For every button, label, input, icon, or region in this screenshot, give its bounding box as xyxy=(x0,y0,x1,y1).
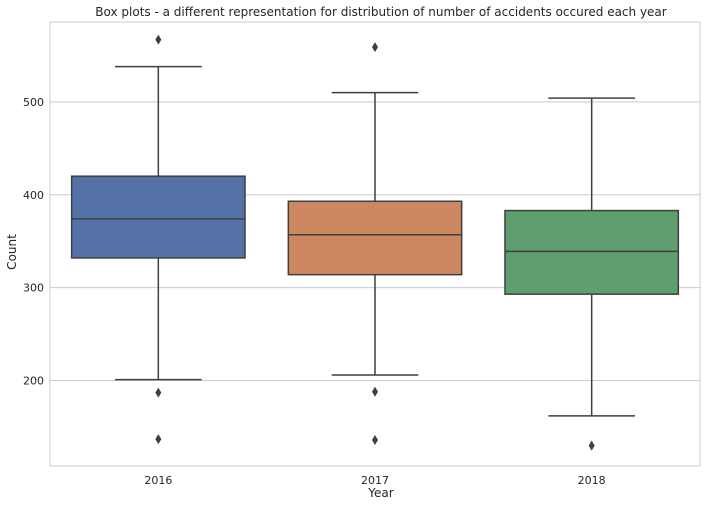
y-tick-label: 500 xyxy=(23,96,44,109)
box-2016 xyxy=(70,34,246,445)
plot-frame xyxy=(49,21,701,467)
x-tick-label: 2018 xyxy=(578,474,606,487)
x-tick-label: 2017 xyxy=(361,474,389,487)
y-tick-label: 400 xyxy=(23,189,44,202)
outlier-point xyxy=(372,386,378,397)
outlier-point xyxy=(155,34,162,45)
y-tick-label: 300 xyxy=(23,282,44,295)
y-tick-labels: 200 300 400 500 xyxy=(23,96,44,388)
box-2018 xyxy=(504,97,680,451)
outlier-point xyxy=(372,434,378,445)
boxes xyxy=(70,34,680,451)
box-2017 xyxy=(287,42,463,445)
iqr-box xyxy=(287,200,463,276)
chart-title: Box plots - a different representation f… xyxy=(95,5,667,19)
outlier-point xyxy=(155,434,162,445)
outlier-point xyxy=(588,440,595,451)
outlier-point xyxy=(372,42,378,53)
y-tick-label: 200 xyxy=(23,375,44,388)
outlier-point xyxy=(155,387,162,398)
x-tick-label: 2016 xyxy=(144,474,172,487)
x-tick-labels: 2016 2017 2018 xyxy=(144,474,605,487)
iqr-box xyxy=(70,175,246,259)
x-axis-label: Year xyxy=(367,486,393,500)
iqr-box xyxy=(504,209,680,295)
y-axis-label: Count xyxy=(5,234,19,270)
